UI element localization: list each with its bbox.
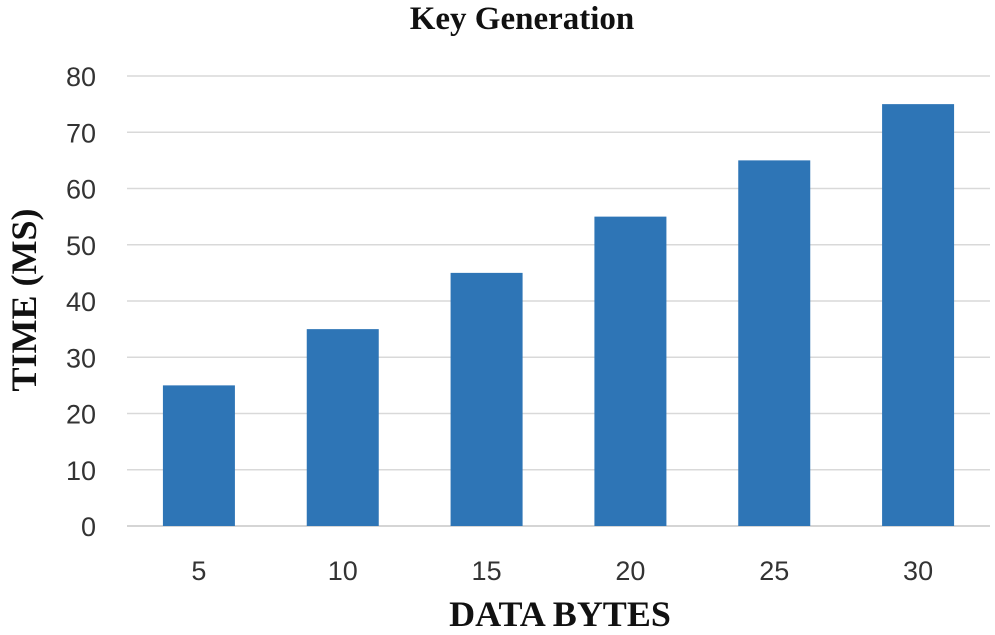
y-tick-label: 80 [66,62,96,92]
gridlines [127,75,990,527]
bar-5 [162,385,235,526]
x-axis-tick-labels: 5 10 15 20 25 30 [191,556,933,586]
x-tick-label: 15 [472,556,502,586]
y-tick-label: 70 [66,118,96,148]
x-tick-label: 20 [615,556,645,586]
y-tick-label: 50 [66,231,96,261]
x-tick-label: 30 [903,556,933,586]
y-tick-label: 10 [66,456,96,486]
bar-30 [882,104,955,526]
bars [162,104,955,526]
x-tick-label: 5 [191,556,206,586]
y-tick-label: 60 [66,175,96,205]
chart-title: Key Generation [410,1,635,37]
bar-10 [306,329,379,526]
bar-20 [594,216,667,526]
y-tick-label: 40 [66,287,96,317]
x-tick-label: 10 [328,556,358,586]
y-tick-label: 30 [66,343,96,373]
y-tick-label: 20 [66,400,96,430]
y-tick-label: 0 [81,512,96,542]
y-axis-tick-labels: 0 10 20 30 40 50 60 70 80 [66,62,96,542]
bar-25 [738,160,811,526]
bar-15 [450,272,523,526]
y-axis-title: TIME (MS) [4,209,44,392]
x-tick-label: 25 [759,556,789,586]
x-axis-title: DATA BYTES [449,594,671,634]
